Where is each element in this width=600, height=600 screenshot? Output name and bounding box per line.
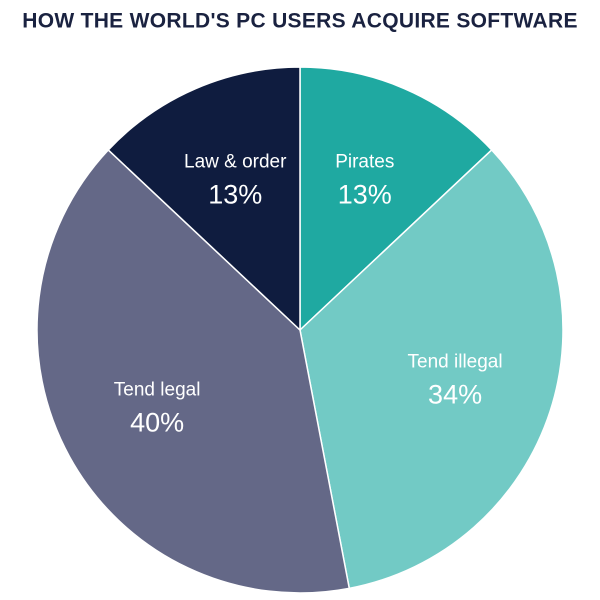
- slice-label: Tend illegal: [408, 351, 503, 372]
- value-label: 13%: [338, 179, 392, 209]
- pie-slice: [107, 66, 301, 332]
- pie-slice: [36, 148, 351, 594]
- value-label: 40%: [130, 408, 184, 438]
- chart-title: HOW THE WORLD'S PC USERS ACQUIRE SOFTWAR…: [22, 10, 578, 33]
- pie-slice: [299, 66, 493, 332]
- slice-label: Law & order: [184, 151, 287, 172]
- slice-label: Pirates: [335, 151, 394, 172]
- value-label: 34%: [428, 380, 482, 410]
- pie-slice: [299, 148, 564, 590]
- value-label: 13%: [208, 179, 262, 209]
- slice-label: Tend legal: [114, 380, 201, 401]
